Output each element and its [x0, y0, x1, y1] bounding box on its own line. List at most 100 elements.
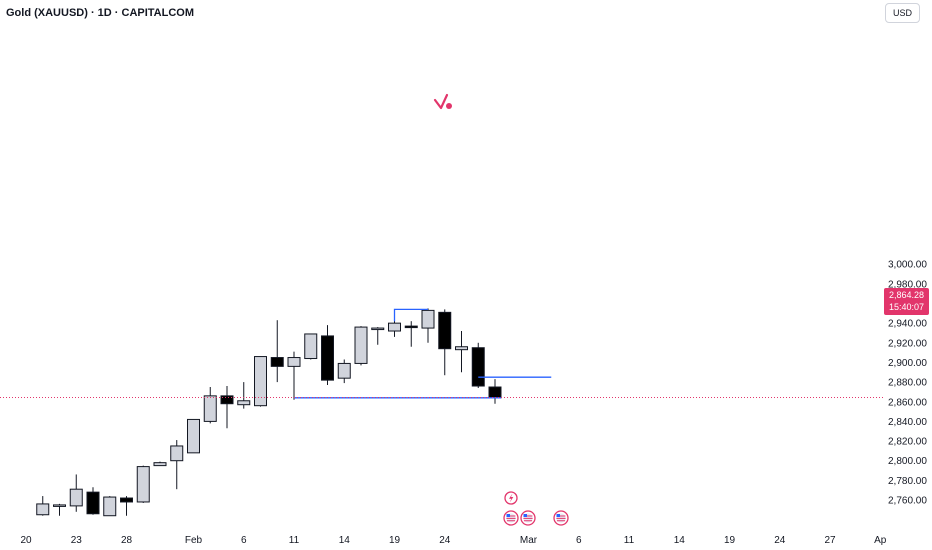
candle — [187, 418, 200, 454]
candle — [53, 503, 66, 516]
price-tick-label: 2,940.00 — [888, 319, 927, 330]
candle — [203, 387, 217, 424]
time-tick-label: 19 — [724, 535, 736, 546]
candle-body — [170, 445, 184, 462]
candle-body — [270, 357, 284, 367]
candle-body — [388, 322, 401, 332]
candle — [170, 440, 184, 490]
time-axis[interactable]: 20 23 28 Feb 6 11 14 19 24 Mar 6 11 14 19 24 27 Ap — [20, 535, 886, 546]
drawings-layer[interactable] — [0, 308, 884, 399]
candle-body — [120, 497, 133, 503]
candle — [488, 379, 502, 404]
candle — [321, 325, 334, 386]
candle — [120, 496, 133, 516]
candle — [103, 496, 117, 517]
time-tick-label: Feb — [185, 535, 203, 546]
candle-body — [321, 335, 334, 381]
candle — [220, 386, 234, 429]
time-tick-label: 14 — [339, 535, 351, 546]
candle-body — [371, 327, 385, 331]
candle — [455, 331, 468, 373]
price-tick-label: 3,000.00 — [888, 260, 927, 271]
top-bracket-line[interactable] — [393, 308, 429, 322]
candle-body — [455, 346, 468, 351]
price-tick-label: 2,820.00 — [888, 437, 927, 448]
candle — [69, 474, 83, 512]
candle-body — [254, 356, 267, 407]
candle-body — [36, 503, 50, 516]
time-tick-label: 20 — [20, 535, 32, 546]
check-mark-icon[interactable] — [433, 93, 452, 110]
last-price-tag: 2,864.28 15:40:07 — [884, 288, 929, 315]
time-tick-label: 24 — [439, 535, 451, 546]
time-tick-label: 11 — [289, 535, 300, 546]
us-flag-icon[interactable] — [520, 510, 536, 526]
candle-body — [404, 325, 418, 329]
candle-body — [203, 395, 217, 422]
time-tick-label: Mar — [520, 535, 538, 546]
candle — [254, 356, 267, 407]
price-tick-label: 2,860.00 — [888, 397, 927, 408]
us-flag-icon[interactable] — [503, 510, 519, 526]
price-tick-label: 2,900.00 — [888, 358, 927, 369]
price-tick-label: 2,780.00 — [888, 476, 927, 487]
price-tick-label: 2,840.00 — [888, 417, 927, 428]
candle-body — [153, 462, 167, 467]
price-tick-label: 2,800.00 — [888, 456, 927, 467]
candle-body — [69, 488, 83, 507]
chart-title: Gold (XAUUSD) · 1D · CAPITALCOM — [6, 7, 195, 19]
candle — [270, 320, 284, 383]
last-price-value: 2,864.28 — [888, 290, 925, 300]
candle-body — [337, 362, 351, 379]
candle-body — [237, 400, 251, 406]
events-layer[interactable] — [433, 93, 569, 526]
candle-body — [488, 386, 502, 399]
candle — [471, 342, 485, 388]
time-tick-label: 19 — [389, 535, 401, 546]
candle-body — [103, 496, 117, 517]
candle — [404, 321, 418, 347]
candle — [337, 359, 351, 384]
us-flag-icon[interactable] — [553, 510, 569, 526]
candle-body — [53, 504, 66, 507]
time-tick-label: 27 — [824, 535, 836, 546]
candle-body — [287, 357, 301, 367]
time-tick-label: 6 — [241, 535, 247, 546]
candle — [438, 309, 452, 376]
lightning-icon[interactable] — [504, 491, 518, 505]
candle-body — [438, 311, 452, 350]
countdown-timer: 15:40:07 — [888, 302, 925, 312]
candle — [287, 351, 301, 400]
time-tick-label: 6 — [576, 535, 582, 546]
price-tick-label: 2,920.00 — [888, 338, 927, 349]
candle — [136, 465, 150, 503]
candle — [36, 496, 50, 516]
time-tick-label: Ap — [874, 535, 887, 546]
candle-body — [421, 309, 435, 329]
candle — [421, 308, 435, 343]
time-tick-label: 23 — [71, 535, 83, 546]
candle — [354, 326, 368, 366]
candle-body — [86, 491, 100, 515]
candle — [153, 461, 167, 467]
candle-body — [354, 326, 368, 364]
candle-body — [136, 466, 150, 503]
candles-layer — [36, 308, 502, 517]
candle — [86, 487, 100, 515]
candle-body — [304, 333, 318, 360]
time-tick-label: 14 — [674, 535, 686, 546]
price-tick-label: 2,880.00 — [888, 378, 927, 389]
candle-body — [187, 418, 200, 454]
candle-body — [471, 347, 485, 387]
currency-button[interactable]: USD — [885, 3, 920, 23]
time-tick-label: 11 — [624, 535, 635, 546]
candle — [371, 327, 385, 345]
price-tick-label: 2,760.00 — [888, 496, 927, 507]
candle — [304, 333, 318, 360]
candle — [237, 382, 251, 409]
candle-body — [220, 395, 234, 405]
time-tick-label: 24 — [774, 535, 786, 546]
price-tick-label: 2,980.00 — [888, 279, 927, 290]
time-tick-label: 28 — [121, 535, 133, 546]
